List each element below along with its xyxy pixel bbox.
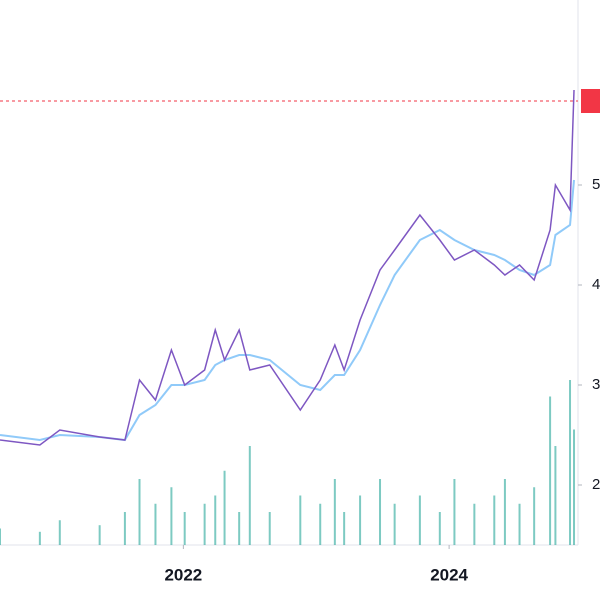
volume-bar [123,512,126,545]
volume-bar [299,495,302,545]
volume-bar [393,503,396,545]
volume-bar [58,520,61,545]
volume-bar [379,479,382,545]
volume-bar [503,479,506,545]
volume-bar [0,528,1,545]
volume-bar [533,487,536,545]
volume-bar [518,503,521,545]
volume-bar [359,495,362,545]
volume-bar [98,525,101,545]
volume-bar [549,396,552,545]
price-series [0,89,575,446]
volume-bar [248,446,251,545]
volume-bar [573,429,576,545]
volume-bar [154,503,157,545]
volume-bar [554,446,557,545]
x-tick-label: 2024 [430,565,468,584]
volume-bar [238,512,241,545]
volume-bar [418,495,421,545]
volume-bar [493,495,496,545]
x-tick-label: 2022 [164,565,202,584]
volume-bar [343,512,346,545]
volume-bar [569,380,572,545]
volume-bar [438,512,441,545]
y-tick-label: 2 [592,476,600,493]
volume-bar [203,503,206,545]
y-tick-label: 3 [592,376,600,393]
volume-bar [223,470,226,545]
volume-bar [453,479,456,545]
volume-bar [214,495,217,545]
price-series [0,179,576,442]
volume-bar [268,512,271,545]
y-tick-label: 4 [592,276,600,293]
volume-bar [319,503,322,545]
volume-bar [333,479,336,545]
price-label [581,89,600,113]
volume-bar [183,512,186,545]
y-tick-label: 5 [592,176,600,193]
volume-bar [138,479,141,545]
volume-bar [38,531,41,545]
volume-bar [473,503,476,545]
volume-bar [170,487,173,545]
